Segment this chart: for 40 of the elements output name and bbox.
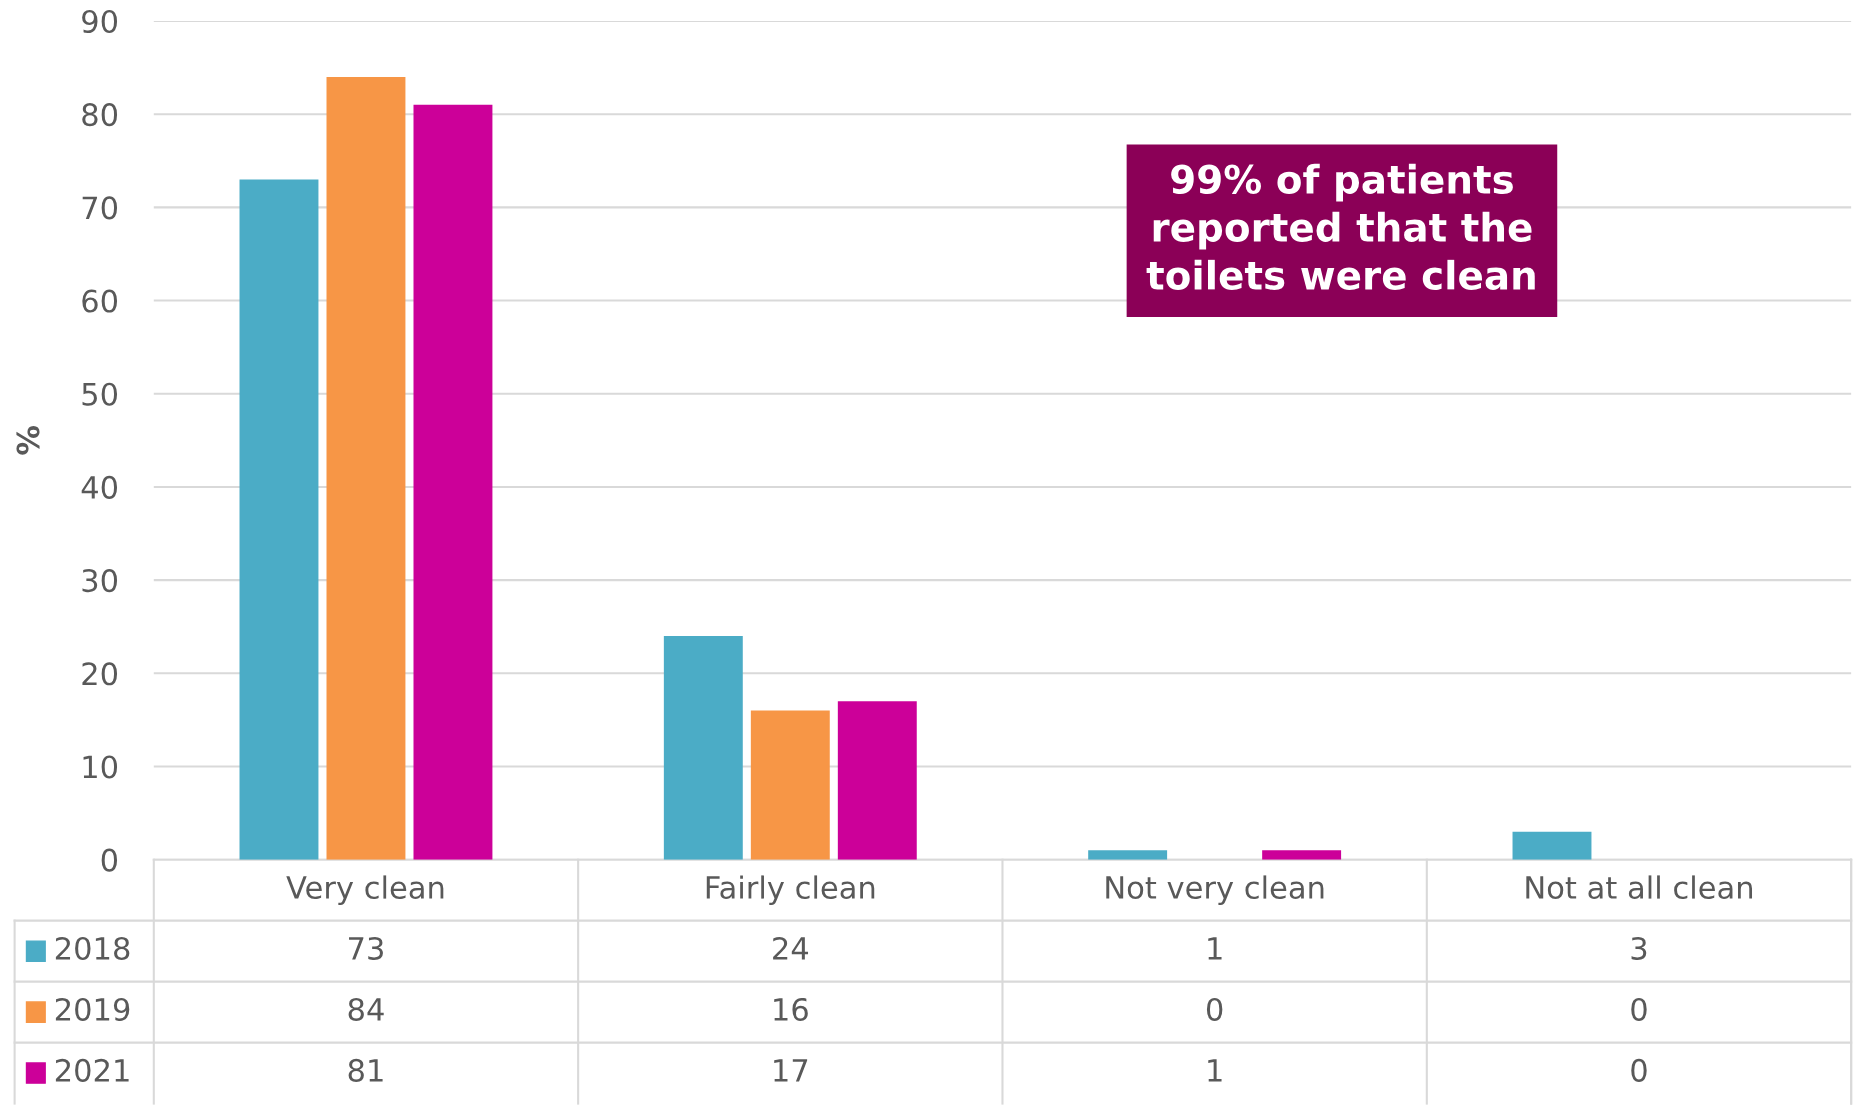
- bar: [663, 636, 743, 860]
- bar: [326, 76, 406, 860]
- y-tick-label: 30: [82, 569, 118, 593]
- y-tick-label: 40: [81, 475, 118, 499]
- annotation: 99% of patients reported that the toilets were clean: [1146, 163, 1535, 290]
- data-label: 3: [1631, 936, 1647, 961]
- x-tick-label: Not at all clean: [1526, 875, 1753, 900]
- x-tick-label: Not very clean: [1106, 875, 1324, 905]
- data-label: 81: [348, 1058, 383, 1082]
- data-label: 17: [774, 1059, 808, 1082]
- y-tick-label: 10: [83, 755, 118, 779]
- data-label: 84: [348, 997, 384, 1021]
- legend-label: 2018: [55, 936, 130, 961]
- x-tick-label: Fairly clean: [706, 875, 875, 905]
- data-label: 16: [774, 997, 808, 1021]
- bar: [750, 710, 830, 860]
- bar: [1262, 850, 1342, 860]
- y-tick-label: 20: [82, 662, 118, 686]
- legend-label: 2021: [55, 1058, 129, 1082]
- data-label: 1: [1208, 1059, 1222, 1082]
- data-label: 0: [1206, 997, 1223, 1021]
- bar: [1088, 850, 1168, 860]
- data-label: 1: [1208, 937, 1222, 960]
- legend-label: 2019: [55, 997, 130, 1021]
- y-tick-label: 90: [82, 9, 118, 34]
- data-label: 0: [1631, 997, 1647, 1021]
- y-tick-label: 0: [101, 848, 118, 872]
- y-tick-label: 80: [82, 103, 118, 127]
- y-axis-title: %: [16, 426, 40, 455]
- bar: [239, 179, 319, 860]
- bar: [837, 701, 917, 860]
- data-label: 0: [1631, 1058, 1647, 1082]
- y-tick-label: 70: [82, 196, 118, 220]
- y-tick-label: 60: [82, 289, 118, 313]
- data-label: 24: [773, 936, 809, 960]
- bar: [413, 104, 493, 860]
- data-label: 73: [349, 936, 383, 961]
- y-tick-label: 50: [82, 382, 118, 406]
- x-tick-label: Very clean: [286, 875, 444, 905]
- bar: [1512, 831, 1592, 860]
